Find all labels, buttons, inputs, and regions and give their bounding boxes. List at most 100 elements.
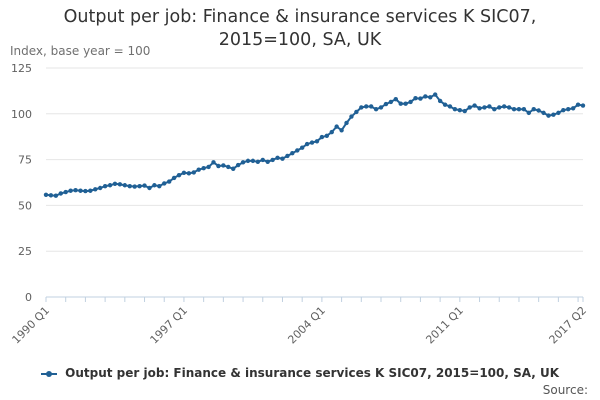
data-point[interactable]: [526, 110, 532, 116]
data-point[interactable]: [201, 166, 206, 171]
data-point[interactable]: [295, 148, 300, 153]
data-point[interactable]: [551, 112, 556, 117]
data-point[interactable]: [265, 159, 270, 164]
data-point[interactable]: [235, 162, 241, 168]
data-point[interactable]: [521, 107, 527, 112]
data-point[interactable]: [319, 134, 325, 140]
data-point[interactable]: [290, 150, 295, 156]
data-point[interactable]: [245, 158, 251, 164]
data-point[interactable]: [403, 101, 408, 106]
data-point[interactable]: [339, 128, 344, 133]
data-point[interactable]: [231, 166, 236, 171]
data-point[interactable]: [275, 155, 280, 160]
data-point[interactable]: [457, 107, 463, 113]
data-point[interactable]: [58, 191, 63, 196]
data-point[interactable]: [324, 133, 330, 138]
data-point[interactable]: [73, 187, 78, 193]
data-point[interactable]: [186, 171, 192, 176]
data-point[interactable]: [176, 172, 182, 178]
data-point[interactable]: [344, 120, 349, 126]
data-point[interactable]: [147, 185, 152, 191]
data-point[interactable]: [166, 179, 172, 184]
data-point[interactable]: [309, 140, 315, 145]
data-point[interactable]: [314, 139, 320, 144]
data-point[interactable]: [575, 102, 581, 107]
data-point[interactable]: [447, 104, 453, 109]
data-point[interactable]: [122, 183, 128, 188]
data-point[interactable]: [127, 183, 132, 189]
data-point[interactable]: [270, 157, 275, 163]
data-point[interactable]: [285, 153, 290, 159]
data-point[interactable]: [152, 183, 157, 188]
data-point[interactable]: [97, 185, 103, 191]
data-point[interactable]: [492, 107, 497, 112]
data-point[interactable]: [83, 188, 88, 194]
data-point[interactable]: [260, 157, 265, 163]
data-point[interactable]: [299, 145, 305, 150]
data-point[interactable]: [137, 183, 142, 189]
data-point[interactable]: [112, 181, 118, 186]
data-point[interactable]: [378, 105, 384, 110]
data-point[interactable]: [393, 96, 398, 102]
data-point[interactable]: [408, 99, 413, 105]
data-point[interactable]: [541, 110, 546, 116]
data-point[interactable]: [117, 182, 123, 187]
data-point[interactable]: [93, 187, 98, 192]
data-point[interactable]: [433, 92, 438, 97]
data-point[interactable]: [428, 95, 433, 100]
data-point[interactable]: [566, 107, 571, 112]
data-point[interactable]: [359, 105, 364, 110]
data-point[interactable]: [536, 108, 541, 113]
data-point[interactable]: [388, 99, 394, 105]
data-point[interactable]: [383, 101, 389, 107]
data-point[interactable]: [556, 110, 561, 116]
data-point[interactable]: [368, 104, 374, 109]
data-point[interactable]: [226, 164, 231, 170]
data-point[interactable]: [48, 193, 54, 198]
data-point[interactable]: [162, 181, 167, 186]
data-point[interactable]: [250, 158, 256, 164]
data-point[interactable]: [462, 108, 467, 114]
data-point[interactable]: [191, 170, 196, 175]
data-point[interactable]: [196, 167, 201, 172]
legend[interactable]: Output per job: Finance & insurance serv…: [0, 366, 600, 380]
data-point[interactable]: [102, 183, 108, 189]
data-point[interactable]: [78, 188, 83, 193]
data-point[interactable]: [482, 105, 487, 110]
data-point[interactable]: [329, 129, 334, 135]
data-point[interactable]: [472, 103, 477, 108]
data-point[interactable]: [63, 189, 68, 195]
data-point[interactable]: [413, 96, 418, 101]
data-point[interactable]: [304, 141, 310, 147]
data-point[interactable]: [398, 101, 403, 106]
data-point[interactable]: [221, 163, 226, 168]
data-point[interactable]: [88, 188, 93, 193]
data-point[interactable]: [546, 113, 551, 118]
data-point[interactable]: [240, 160, 246, 165]
data-point[interactable]: [531, 107, 536, 112]
data-point[interactable]: [442, 102, 448, 107]
data-point[interactable]: [334, 124, 339, 129]
data-point[interactable]: [142, 183, 147, 188]
data-point[interactable]: [216, 163, 221, 169]
data-point[interactable]: [497, 105, 502, 110]
data-point[interactable]: [68, 188, 73, 193]
data-point[interactable]: [43, 192, 49, 197]
data-point[interactable]: [206, 164, 211, 170]
data-point[interactable]: [107, 183, 113, 188]
data-point[interactable]: [506, 105, 512, 110]
data-point[interactable]: [364, 104, 369, 109]
data-point[interactable]: [354, 109, 359, 115]
data-point[interactable]: [477, 106, 482, 111]
data-point[interactable]: [280, 156, 285, 161]
data-point[interactable]: [580, 103, 586, 108]
data-point[interactable]: [53, 193, 59, 198]
data-point[interactable]: [467, 105, 472, 110]
data-point[interactable]: [437, 98, 443, 104]
data-point[interactable]: [255, 159, 261, 164]
data-point[interactable]: [157, 183, 162, 189]
data-point[interactable]: [132, 184, 137, 189]
data-point[interactable]: [418, 96, 423, 101]
data-point[interactable]: [181, 170, 187, 175]
data-point[interactable]: [570, 106, 576, 111]
